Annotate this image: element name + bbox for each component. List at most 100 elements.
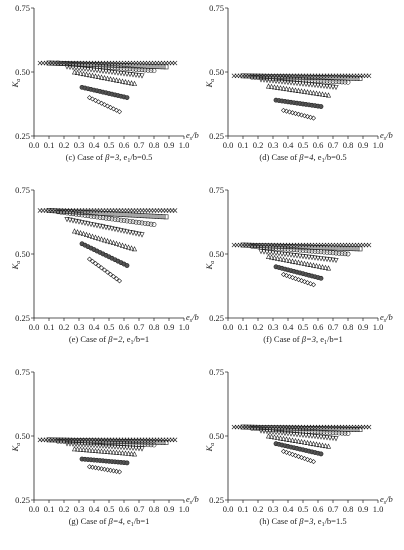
data-point <box>283 108 290 114</box>
x-tick-label: 0.8 <box>149 504 160 514</box>
data-point <box>130 230 136 236</box>
data-point <box>133 439 139 445</box>
data-point <box>119 242 126 248</box>
data-point <box>104 103 111 109</box>
x-tick-label: 1.0 <box>179 322 190 332</box>
data-point <box>109 444 115 450</box>
data-point <box>294 428 300 434</box>
data-point <box>294 425 300 431</box>
data-series <box>71 446 138 457</box>
data-point <box>139 63 145 69</box>
data-point <box>131 80 138 86</box>
data-point <box>333 250 339 256</box>
data-point <box>297 253 303 259</box>
x-tick-label: 0.9 <box>164 140 175 150</box>
data-point <box>286 257 293 263</box>
data-point <box>124 63 130 68</box>
x-tick-label: 0.9 <box>164 322 175 332</box>
x-tick-label: 1.0 <box>373 322 384 332</box>
data-point <box>70 65 76 71</box>
data-point <box>73 438 79 443</box>
data-point <box>130 72 136 78</box>
data-point <box>318 75 324 80</box>
data-point <box>319 442 326 448</box>
data-point <box>124 95 130 100</box>
data-point <box>79 62 85 68</box>
data-point <box>268 433 275 439</box>
data-point <box>104 75 111 81</box>
data-point <box>280 85 287 91</box>
data-point <box>330 245 336 251</box>
data-point <box>74 229 81 235</box>
data-point <box>276 76 282 81</box>
data-point <box>128 80 135 86</box>
data-point <box>318 275 324 281</box>
data-point <box>118 441 124 447</box>
data-point <box>304 457 311 463</box>
data-point <box>303 244 309 250</box>
data-point <box>276 79 282 85</box>
data-point <box>307 458 314 464</box>
data-series <box>79 241 130 268</box>
data-point <box>67 441 73 447</box>
data-point <box>67 210 73 216</box>
data-point <box>124 66 130 71</box>
data-point <box>313 441 320 447</box>
data-point <box>354 427 360 432</box>
data-point <box>282 79 288 85</box>
panel-caption: (g) Case of β=4, e1/b=1 <box>69 516 150 528</box>
data-point <box>95 263 102 269</box>
data-point <box>322 264 329 270</box>
x-tick-label: 0.1 <box>44 504 55 514</box>
y-axis-label: Ka <box>10 79 22 89</box>
data-point <box>265 83 272 89</box>
data-point <box>354 75 360 81</box>
y-tick-label: 0.75 <box>15 3 30 13</box>
data-point <box>107 76 114 82</box>
data-series <box>273 441 324 457</box>
data-point <box>318 104 324 109</box>
data-point <box>79 442 85 448</box>
panel-caption: (c) Case of β=3, e1/b=0.5 <box>66 152 153 164</box>
data-point <box>94 214 100 220</box>
data-point <box>85 221 91 227</box>
data-point <box>354 246 360 252</box>
data-point <box>113 240 120 246</box>
data-point <box>127 212 133 218</box>
panel-caption: (d) Case of β=4, e1/b=0.5 <box>259 152 346 164</box>
data-point <box>303 248 309 254</box>
data-point <box>121 441 127 447</box>
data-point <box>297 74 303 80</box>
data-point <box>136 67 142 72</box>
chart-panel: 0.25 0.50 0.75 0.0 0.1 0.2 0.3 0.4 0.5 0.6 0.7 0.8 0… <box>10 3 199 164</box>
data-series <box>55 209 157 227</box>
data-point <box>318 434 324 440</box>
x-tick-label: 0.5 <box>298 322 309 332</box>
data-point <box>318 451 324 457</box>
x-tick-label: 0.0 <box>29 140 40 150</box>
data-point <box>324 426 330 432</box>
data-point <box>107 467 114 473</box>
data-point <box>310 440 317 447</box>
data-point <box>312 434 318 440</box>
data-point <box>92 447 99 453</box>
y-axis-label: Ka <box>204 79 216 89</box>
data-point <box>246 242 252 248</box>
data-point <box>73 441 79 448</box>
data-point <box>82 212 88 218</box>
data-point <box>336 430 342 436</box>
chart-panel: 0.25 0.50 0.75 0.0 0.1 0.2 0.3 0.4 0.5 0.6 0.7 0.8 0… <box>10 367 199 528</box>
data-point <box>124 71 130 77</box>
data-point <box>321 249 327 255</box>
y-axis-label: Ka <box>204 443 216 453</box>
data-point <box>288 76 294 82</box>
data-point <box>97 214 103 220</box>
data-point <box>106 216 112 221</box>
data-series <box>240 242 363 252</box>
data-point <box>258 428 264 434</box>
data-point <box>139 220 145 226</box>
data-point <box>142 439 148 445</box>
data-point <box>157 64 163 70</box>
data-point <box>112 65 118 70</box>
data-point <box>276 246 282 251</box>
